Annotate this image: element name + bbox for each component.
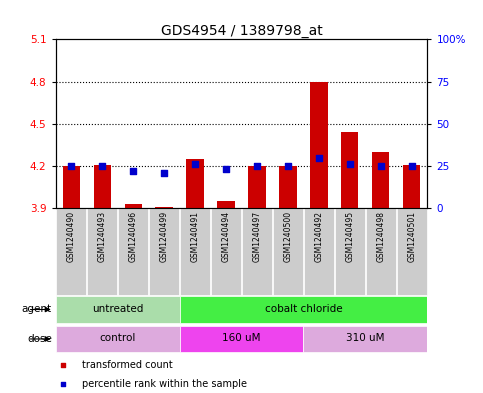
- Point: [315, 154, 323, 161]
- Bar: [125, 204, 142, 208]
- Bar: [217, 201, 235, 208]
- Bar: [56, 208, 86, 295]
- Bar: [186, 159, 203, 208]
- Bar: [403, 165, 421, 208]
- Text: GSM1240501: GSM1240501: [408, 211, 416, 262]
- Text: GSM1240491: GSM1240491: [190, 211, 199, 262]
- Bar: [180, 208, 210, 295]
- Text: 160 uM: 160 uM: [222, 333, 261, 343]
- Bar: [211, 208, 241, 295]
- Text: GSM1240492: GSM1240492: [314, 211, 324, 262]
- Bar: [62, 166, 80, 208]
- Text: GSM1240495: GSM1240495: [345, 211, 355, 262]
- Bar: [303, 326, 427, 352]
- Bar: [56, 296, 180, 323]
- Bar: [180, 326, 303, 352]
- Point: [98, 163, 106, 169]
- Text: GSM1240496: GSM1240496: [128, 211, 138, 262]
- Bar: [118, 208, 148, 295]
- Text: GSM1240497: GSM1240497: [253, 211, 261, 262]
- Point: [377, 163, 385, 169]
- Bar: [335, 208, 365, 295]
- Point: [191, 161, 199, 167]
- Text: cobalt chloride: cobalt chloride: [265, 304, 342, 314]
- Text: 310 uM: 310 uM: [346, 333, 385, 343]
- Text: control: control: [99, 333, 136, 343]
- Bar: [248, 166, 266, 208]
- Text: dose: dose: [27, 334, 52, 344]
- Point: [129, 168, 137, 174]
- Bar: [341, 132, 358, 208]
- Bar: [180, 296, 427, 323]
- Bar: [366, 208, 396, 295]
- Point: [222, 166, 230, 173]
- Text: untreated: untreated: [92, 304, 143, 314]
- Text: GSM1240498: GSM1240498: [376, 211, 385, 262]
- Text: GSM1240500: GSM1240500: [284, 211, 293, 262]
- Point: [284, 163, 292, 169]
- Title: GDS4954 / 1389798_at: GDS4954 / 1389798_at: [161, 24, 322, 38]
- Bar: [372, 152, 389, 208]
- Text: agent: agent: [22, 305, 52, 314]
- Point: [59, 380, 67, 387]
- Text: GSM1240499: GSM1240499: [159, 211, 169, 262]
- Bar: [156, 207, 172, 208]
- Point: [346, 161, 354, 167]
- Text: GSM1240493: GSM1240493: [98, 211, 107, 262]
- Bar: [94, 165, 111, 208]
- Bar: [273, 208, 303, 295]
- Point: [408, 163, 416, 169]
- Bar: [149, 208, 179, 295]
- Text: GSM1240490: GSM1240490: [67, 211, 75, 262]
- Bar: [304, 208, 334, 295]
- Bar: [397, 208, 427, 295]
- Point: [59, 362, 67, 368]
- Bar: [311, 81, 327, 208]
- Text: transformed count: transformed count: [82, 360, 173, 370]
- Bar: [56, 326, 180, 352]
- Text: GSM1240494: GSM1240494: [222, 211, 230, 262]
- Bar: [87, 208, 117, 295]
- Point: [67, 163, 75, 169]
- Point: [253, 163, 261, 169]
- Point: [160, 170, 168, 176]
- Bar: [242, 208, 272, 295]
- Bar: [280, 166, 297, 208]
- Text: percentile rank within the sample: percentile rank within the sample: [82, 378, 247, 389]
